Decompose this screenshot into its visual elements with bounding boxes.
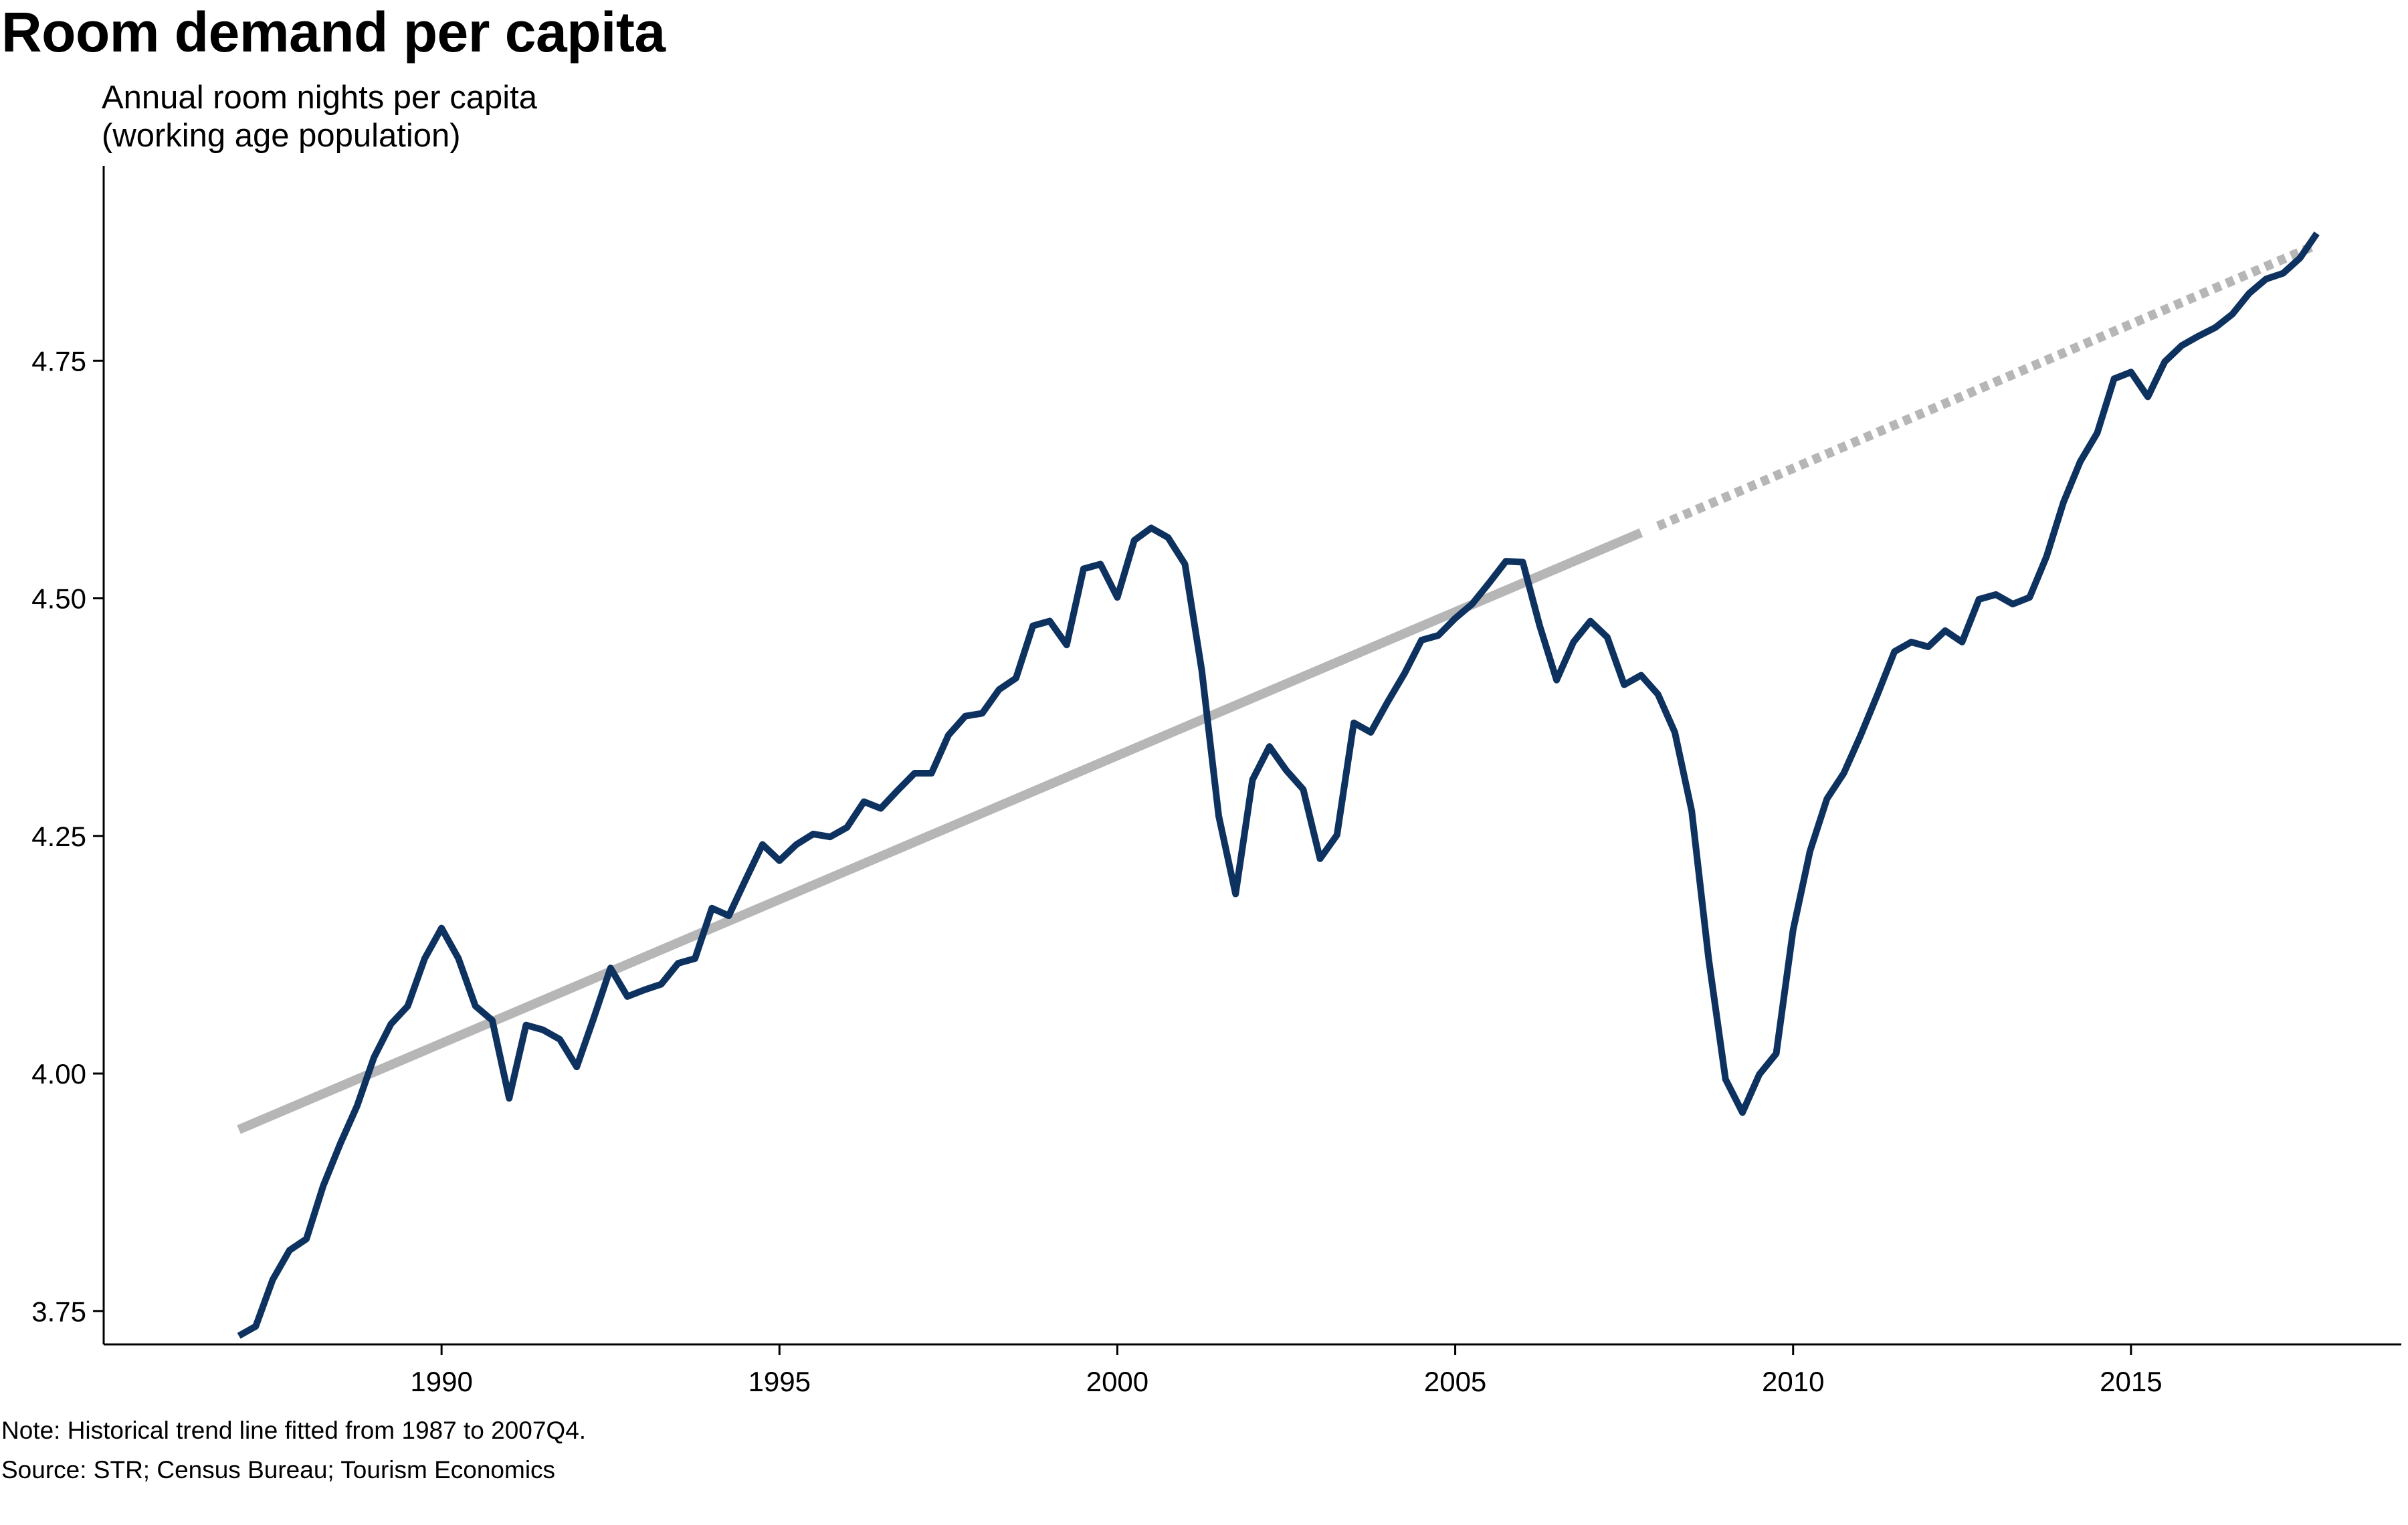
chart-note: Note: Historical trend line fitted from … (1, 1417, 587, 1444)
series-line-room-demand (237, 231, 2320, 1339)
chart-source: Source: STR; Census Bureau; Tourism Econ… (1, 1456, 556, 1484)
x-tick-label: 1995 (748, 1366, 811, 1397)
series-lines (237, 231, 2320, 1339)
trend-line-fitted (237, 528, 1643, 1134)
x-tick-label: 2015 (2100, 1366, 2162, 1397)
trend-line-extrapolated (1656, 240, 2319, 530)
y-axis-title-line-1: Annual room nights per capita (102, 80, 537, 116)
y-axis-title-line-2: (working age population) (102, 117, 461, 154)
x-tick-label: 2010 (1762, 1366, 1824, 1397)
y-tick-label: 4.75 (31, 345, 86, 377)
y-tick-label: 4.00 (31, 1058, 86, 1090)
x-tick-label: 1990 (410, 1366, 472, 1397)
x-tick-label: 2005 (1424, 1366, 1486, 1397)
trend-lines (237, 240, 2319, 1134)
x-tick-label: 2000 (1086, 1366, 1148, 1397)
ticks: 3.75 4.00 4.25 4.50 4.75 1990 1995 2000 2005 2010… (31, 345, 2162, 1397)
axes (102, 166, 2401, 1346)
y-axis-title: Annual room nights per capita (working a… (102, 79, 537, 155)
chart-title: Room demand per capita (1, 1, 666, 64)
y-tick-label: 4.25 (31, 821, 86, 852)
y-tick-label: 3.75 (31, 1296, 86, 1327)
y-tick-label: 4.50 (31, 583, 86, 615)
